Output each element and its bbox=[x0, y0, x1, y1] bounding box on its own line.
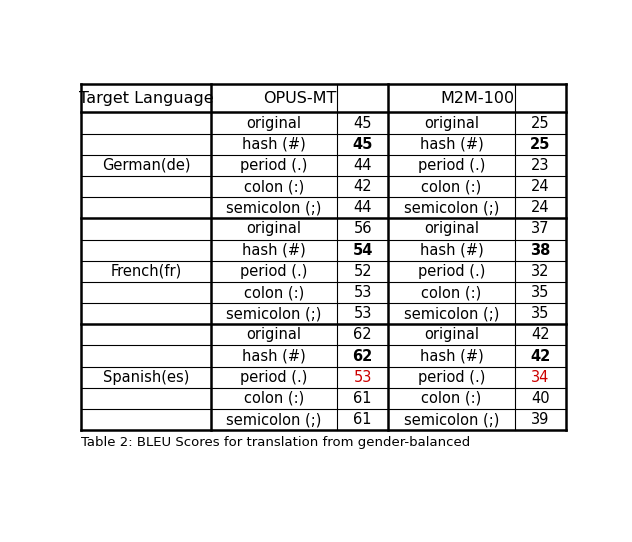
Text: 52: 52 bbox=[353, 264, 372, 279]
Text: semicolon (;): semicolon (;) bbox=[404, 306, 499, 321]
Text: period (.): period (.) bbox=[418, 264, 485, 279]
Text: 44: 44 bbox=[353, 200, 372, 215]
Text: 35: 35 bbox=[532, 306, 550, 321]
Text: period (.): period (.) bbox=[418, 158, 485, 173]
Text: German(de): German(de) bbox=[102, 158, 190, 173]
Text: French(fr): French(fr) bbox=[111, 264, 181, 279]
Text: 35: 35 bbox=[532, 285, 550, 300]
Text: colon (:): colon (:) bbox=[422, 391, 482, 406]
Text: 32: 32 bbox=[532, 264, 550, 279]
Text: 53: 53 bbox=[353, 370, 372, 385]
Text: hash (#): hash (#) bbox=[420, 349, 483, 364]
Text: hash (#): hash (#) bbox=[420, 243, 483, 257]
Text: Table 2: BLEU Scores for translation from gender-balanced: Table 2: BLEU Scores for translation fro… bbox=[82, 436, 471, 449]
Text: 54: 54 bbox=[353, 243, 373, 257]
Text: OPUS-MT: OPUS-MT bbox=[263, 91, 336, 106]
Text: hash (#): hash (#) bbox=[420, 137, 483, 152]
Text: colon (:): colon (:) bbox=[243, 391, 304, 406]
Text: 38: 38 bbox=[530, 243, 550, 257]
Text: period (.): period (.) bbox=[240, 158, 307, 173]
Text: 42: 42 bbox=[532, 327, 550, 343]
Text: 45: 45 bbox=[353, 137, 373, 152]
Text: semicolon (;): semicolon (;) bbox=[404, 200, 499, 215]
Text: colon (:): colon (:) bbox=[422, 179, 482, 194]
Text: original: original bbox=[424, 115, 479, 131]
Text: semicolon (;): semicolon (;) bbox=[226, 200, 322, 215]
Text: hash (#): hash (#) bbox=[242, 349, 305, 364]
Text: 62: 62 bbox=[353, 349, 373, 364]
Text: colon (:): colon (:) bbox=[243, 285, 304, 300]
Text: period (.): period (.) bbox=[240, 370, 307, 385]
Text: original: original bbox=[246, 115, 301, 131]
Text: Target Language: Target Language bbox=[79, 91, 214, 106]
Text: original: original bbox=[246, 327, 301, 343]
Text: 42: 42 bbox=[353, 179, 372, 194]
Text: hash (#): hash (#) bbox=[242, 243, 305, 257]
Text: 42: 42 bbox=[530, 349, 550, 364]
Text: 24: 24 bbox=[532, 200, 550, 215]
Text: semicolon (;): semicolon (;) bbox=[226, 412, 322, 427]
Text: period (.): period (.) bbox=[240, 264, 307, 279]
Text: original: original bbox=[424, 327, 479, 343]
Text: 40: 40 bbox=[532, 391, 550, 406]
Text: 24: 24 bbox=[532, 179, 550, 194]
Text: M2M-100: M2M-100 bbox=[441, 91, 514, 106]
Text: 56: 56 bbox=[353, 222, 372, 236]
Text: 61: 61 bbox=[353, 391, 372, 406]
Text: hash (#): hash (#) bbox=[242, 137, 305, 152]
Text: 39: 39 bbox=[532, 412, 550, 427]
Text: 45: 45 bbox=[353, 115, 372, 131]
Text: 23: 23 bbox=[532, 158, 550, 173]
Text: 44: 44 bbox=[353, 158, 372, 173]
Text: 61: 61 bbox=[353, 412, 372, 427]
Text: colon (:): colon (:) bbox=[422, 285, 482, 300]
Text: 62: 62 bbox=[353, 327, 372, 343]
Text: 34: 34 bbox=[532, 370, 550, 385]
Text: original: original bbox=[246, 222, 301, 236]
Text: colon (:): colon (:) bbox=[243, 179, 304, 194]
Text: 53: 53 bbox=[353, 285, 372, 300]
Text: 53: 53 bbox=[353, 306, 372, 321]
Text: Spanish(es): Spanish(es) bbox=[103, 370, 189, 385]
Text: 37: 37 bbox=[532, 222, 550, 236]
Text: semicolon (;): semicolon (;) bbox=[404, 412, 499, 427]
Text: semicolon (;): semicolon (;) bbox=[226, 306, 322, 321]
Text: period (.): period (.) bbox=[418, 370, 485, 385]
Text: original: original bbox=[424, 222, 479, 236]
Text: 25: 25 bbox=[532, 115, 550, 131]
Text: 25: 25 bbox=[530, 137, 550, 152]
